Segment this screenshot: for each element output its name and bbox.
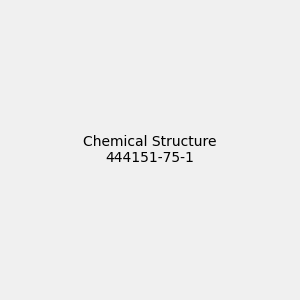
Text: Chemical Structure
444151-75-1: Chemical Structure 444151-75-1 — [83, 135, 217, 165]
